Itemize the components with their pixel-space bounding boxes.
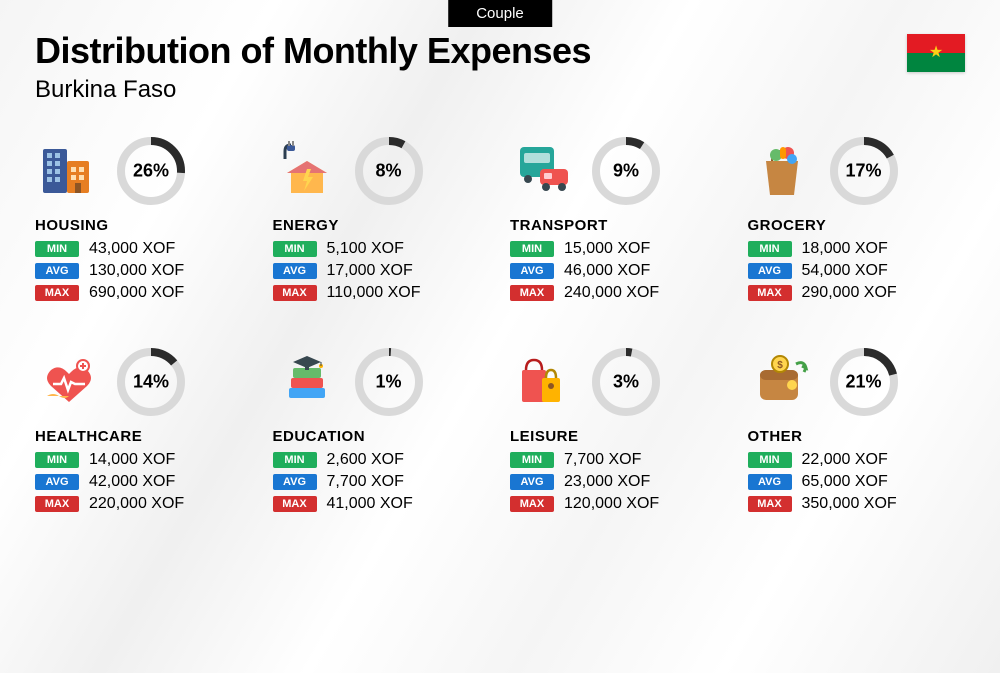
other-avg: 65,000 XOF (802, 473, 888, 491)
avg-tag: AVG (748, 263, 792, 279)
transport-name: TRANSPORT (510, 217, 728, 234)
housing-donut: 26% (115, 135, 187, 207)
avg-tag: AVG (35, 263, 79, 279)
card-leisure: 3% LEISURE MIN 7,700 XOF AVG 23,000 XOF … (510, 346, 728, 517)
page-subtitle: Burkina Faso (35, 76, 965, 104)
education-min: 2,600 XOF (327, 451, 404, 469)
education-percent: 1% (375, 372, 401, 393)
expense-grid: 26% HOUSING MIN 43,000 XOF AVG 130,000 X… (35, 135, 965, 517)
education-max: 41,000 XOF (327, 495, 413, 513)
svg-text:$: $ (777, 360, 783, 371)
healthcare-min: 14,000 XOF (89, 451, 175, 469)
max-tag: MAX (748, 496, 792, 512)
leisure-donut: 3% (590, 346, 662, 418)
housing-icon (35, 137, 103, 205)
transport-donut: 9% (590, 135, 662, 207)
transport-percent: 9% (613, 161, 639, 182)
leisure-icon (510, 348, 578, 416)
max-tag: MAX (273, 285, 317, 301)
card-transport: 9% TRANSPORT MIN 15,000 XOF AVG 46,000 X… (510, 135, 728, 306)
max-tag: MAX (510, 285, 554, 301)
min-tag: MIN (510, 241, 554, 257)
healthcare-avg: 42,000 XOF (89, 473, 175, 491)
badge-couple: Couple (448, 0, 552, 27)
max-tag: MAX (35, 496, 79, 512)
avg-tag: AVG (510, 263, 554, 279)
energy-avg: 17,000 XOF (327, 262, 413, 280)
grocery-max: 290,000 XOF (802, 284, 897, 302)
min-tag: MIN (748, 452, 792, 468)
leisure-min: 7,700 XOF (564, 451, 641, 469)
other-name: OTHER (748, 428, 966, 445)
grocery-icon (748, 137, 816, 205)
leisure-name: LEISURE (510, 428, 728, 445)
transport-icon (510, 137, 578, 205)
grocery-avg: 54,000 XOF (802, 262, 888, 280)
leisure-avg: 23,000 XOF (564, 473, 650, 491)
max-tag: MAX (273, 496, 317, 512)
header: Distribution of Monthly Expenses Burkina… (35, 30, 965, 104)
housing-name: HOUSING (35, 217, 253, 234)
other-percent: 21% (845, 372, 881, 393)
energy-name: ENERGY (273, 217, 491, 234)
housing-avg: 130,000 XOF (89, 262, 184, 280)
card-energy: 8% ENERGY MIN 5,100 XOF AVG 17,000 XOF M… (273, 135, 491, 306)
education-icon (273, 348, 341, 416)
min-tag: MIN (35, 241, 79, 257)
min-tag: MIN (748, 241, 792, 257)
healthcare-name: HEALTHCARE (35, 428, 253, 445)
other-donut: 21% (828, 346, 900, 418)
healthcare-icon (35, 348, 103, 416)
healthcare-donut: 14% (115, 346, 187, 418)
avg-tag: AVG (748, 474, 792, 490)
grocery-min: 18,000 XOF (802, 240, 888, 258)
avg-tag: AVG (510, 474, 554, 490)
max-tag: MAX (510, 496, 554, 512)
page-title: Distribution of Monthly Expenses (35, 30, 965, 72)
energy-percent: 8% (375, 161, 401, 182)
card-healthcare: 14% HEALTHCARE MIN 14,000 XOF AVG 42,000… (35, 346, 253, 517)
grocery-percent: 17% (845, 161, 881, 182)
housing-percent: 26% (133, 161, 169, 182)
education-avg: 7,700 XOF (327, 473, 404, 491)
energy-min: 5,100 XOF (327, 240, 404, 258)
card-grocery: 17% GROCERY MIN 18,000 XOF AVG 54,000 XO… (748, 135, 966, 306)
grocery-name: GROCERY (748, 217, 966, 234)
card-housing: 26% HOUSING MIN 43,000 XOF AVG 130,000 X… (35, 135, 253, 306)
flag-burkina-faso: ★ (907, 34, 965, 72)
max-tag: MAX (748, 285, 792, 301)
max-tag: MAX (35, 285, 79, 301)
other-max: 350,000 XOF (802, 495, 897, 513)
min-tag: MIN (273, 241, 317, 257)
min-tag: MIN (273, 452, 317, 468)
avg-tag: AVG (273, 263, 317, 279)
energy-donut: 8% (353, 135, 425, 207)
transport-min: 15,000 XOF (564, 240, 650, 258)
avg-tag: AVG (273, 474, 317, 490)
education-donut: 1% (353, 346, 425, 418)
transport-max: 240,000 XOF (564, 284, 659, 302)
healthcare-percent: 14% (133, 372, 169, 393)
leisure-max: 120,000 XOF (564, 495, 659, 513)
card-other: $ 21% OTHER MIN 22,000 XOF AVG 65,000 XO… (748, 346, 966, 517)
min-tag: MIN (35, 452, 79, 468)
leisure-percent: 3% (613, 372, 639, 393)
healthcare-max: 220,000 XOF (89, 495, 184, 513)
transport-avg: 46,000 XOF (564, 262, 650, 280)
education-name: EDUCATION (273, 428, 491, 445)
other-icon: $ (748, 348, 816, 416)
housing-max: 690,000 XOF (89, 284, 184, 302)
other-min: 22,000 XOF (802, 451, 888, 469)
energy-icon (273, 137, 341, 205)
energy-max: 110,000 XOF (327, 284, 421, 302)
avg-tag: AVG (35, 474, 79, 490)
min-tag: MIN (510, 452, 554, 468)
housing-min: 43,000 XOF (89, 240, 175, 258)
card-education: 1% EDUCATION MIN 2,600 XOF AVG 7,700 XOF… (273, 346, 491, 517)
grocery-donut: 17% (828, 135, 900, 207)
